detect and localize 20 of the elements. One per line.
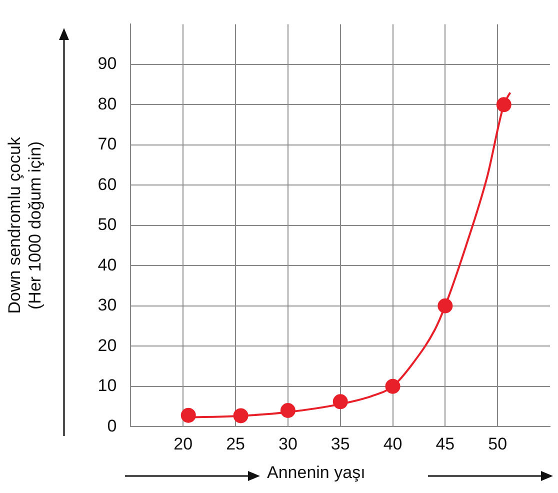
y-axis-title: Down sendromlu çocuk (Her 1000 doğum için): [4, 136, 44, 314]
y-tick-label: 70: [98, 134, 117, 154]
y-tick-label: 80: [98, 94, 117, 114]
y-tick-label: 30: [98, 296, 117, 315]
x-tick-label: 40: [383, 434, 402, 454]
y-tick-label: 40: [98, 255, 117, 274]
y-tick-label: 20: [98, 336, 117, 355]
y-tick-label: 0: [107, 416, 117, 436]
x-tick-label: 25: [226, 434, 245, 454]
y-tick-label: 50: [98, 215, 117, 234]
y-tick-label: 90: [98, 54, 117, 74]
x-tick-label: 30: [278, 434, 298, 454]
point: [180, 408, 196, 423]
x-tick-label: 50: [488, 434, 508, 454]
y-tick-label: 60: [98, 174, 117, 194]
y-tick-label: 10: [98, 376, 117, 396]
x-tick-label: 20: [174, 434, 193, 454]
x-tick-label: 45: [436, 434, 455, 454]
x-tick-label: 35: [330, 434, 350, 454]
x-axis-title: Annenin yaşı: [267, 463, 366, 483]
